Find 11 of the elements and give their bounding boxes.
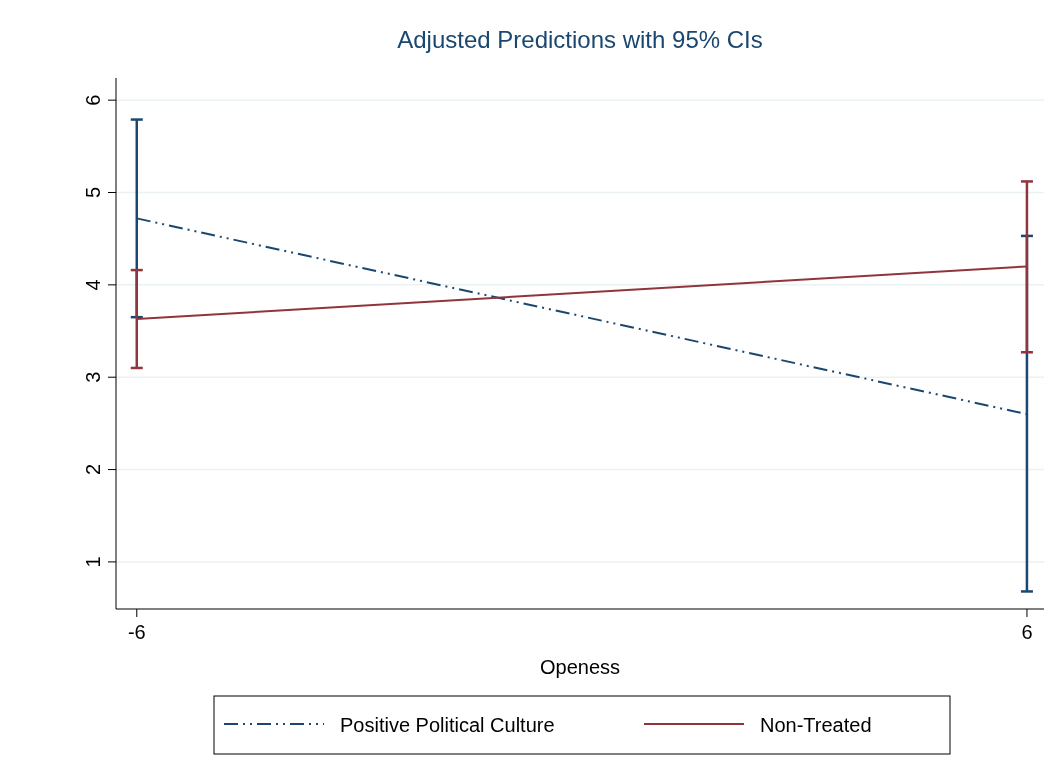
y-tick-label: 5 <box>82 186 104 199</box>
y-tick-label: 3 <box>82 371 104 383</box>
y-tick-label: 6 <box>82 94 104 106</box>
x-axis-title: Openess <box>539 656 621 678</box>
legend-label: Positive Political Culture <box>340 714 555 736</box>
y-tick-label: 2 <box>82 463 104 476</box>
legend-label: Non-Treated <box>760 714 872 736</box>
x-tick-label: -6 <box>127 621 146 643</box>
y-tick-label: 4 <box>82 279 104 291</box>
y-tick-label: 1 <box>82 556 104 568</box>
chart-title: Adjusted Predictions with 95% CIs <box>397 26 763 53</box>
